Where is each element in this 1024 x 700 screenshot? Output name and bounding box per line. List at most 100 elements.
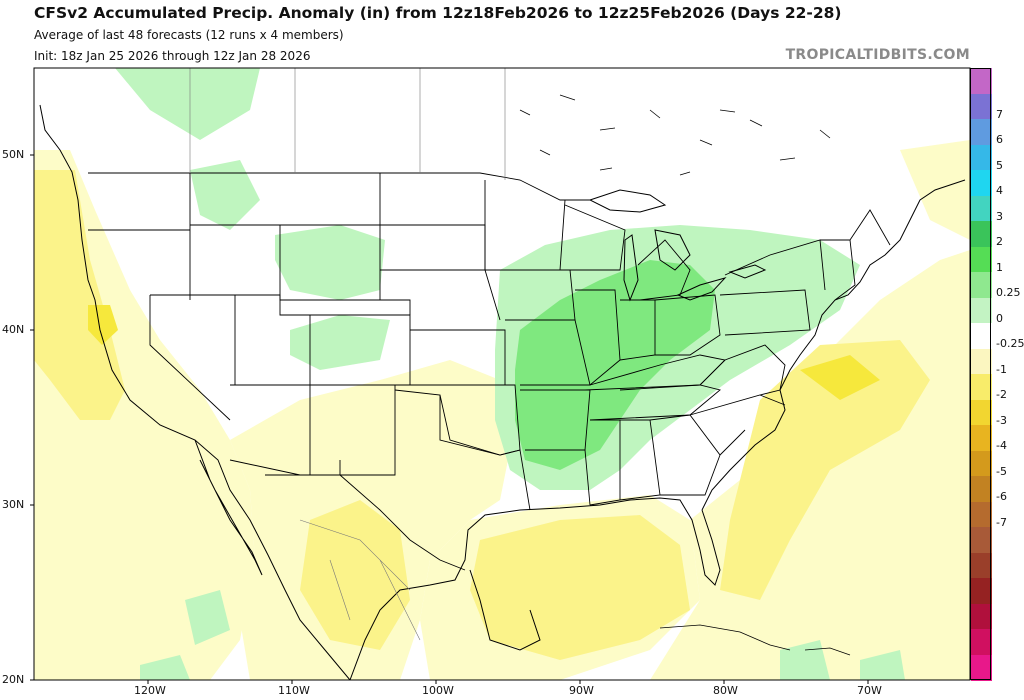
gulf-of-mexico-coast <box>349 497 721 680</box>
colorbar-segment <box>971 552 992 579</box>
cuba-island <box>659 624 791 651</box>
colorbar-tick-label: -4 <box>996 439 1007 452</box>
lat-label-30n: 30N <box>2 498 25 511</box>
islands-and-lakes <box>519 94 851 656</box>
wet-anomaly-fields <box>115 68 905 680</box>
tennessee-border <box>584 384 721 421</box>
colorbar-tick-label: 5 <box>996 158 1003 172</box>
kansas-border <box>410 329 506 385</box>
mexico-state-borders <box>299 519 421 641</box>
map-title: CFSv2 Accumulated Precip. Anomaly (in) f… <box>34 4 842 22</box>
dry-field-atlantic-medium <box>720 340 930 600</box>
baja-peninsula <box>194 439 263 576</box>
dry-field-gulf-medium <box>470 515 690 660</box>
colorbar-tick-label: -7 <box>996 515 1007 529</box>
colorbar-tick-label: 0 <box>996 311 1003 325</box>
init-time-label: Init: 18z Jan 25 2026 through 12z Jan 28… <box>34 49 311 63</box>
province-borders <box>189 68 506 641</box>
colorbar-segment <box>971 450 992 477</box>
lon-label-70w: 70W <box>857 684 882 697</box>
coastlines <box>39 104 966 680</box>
colorbar-tick-label: 1 <box>996 260 1003 274</box>
colorbar-segment <box>971 297 992 324</box>
map-subtitle: Average of last 48 forecasts (12 runs x … <box>34 28 344 42</box>
new-england-border <box>820 209 891 301</box>
mexico-border <box>229 459 466 571</box>
colorbar-segment <box>971 527 992 554</box>
colorbar-segment <box>971 272 992 299</box>
colorbar-segment <box>971 603 992 630</box>
colorbar-tick-label: 0.25 <box>996 286 1021 299</box>
michigan-border <box>637 239 691 301</box>
colorbar-tick-label: 3 <box>996 209 1003 223</box>
colorbar-tick-label: 6 <box>996 133 1003 146</box>
lon-label-110w: 110W <box>278 684 310 697</box>
missouri-border <box>505 319 591 386</box>
colorbar-segment <box>971 144 992 171</box>
new-mexico-border <box>310 384 396 476</box>
hispaniola-island <box>804 647 851 656</box>
wet-field-montana <box>190 160 260 230</box>
colorbar-tick-label: -3 <box>996 413 1007 427</box>
mississippi-border <box>589 419 621 506</box>
wisconsin-border <box>564 204 626 271</box>
colorbar-segment <box>971 68 992 95</box>
pennsylvania-border <box>719 289 811 336</box>
lake-superior <box>588 189 667 213</box>
colorbar-segment <box>971 195 992 222</box>
great-lakes <box>588 189 767 302</box>
lon-label-80w: 80W <box>713 684 738 697</box>
wet-field-pacific <box>140 655 190 680</box>
dry-field-mexico-medium <box>300 500 410 650</box>
colorbar-segment <box>971 221 992 248</box>
lon-label-120w: 120W <box>134 684 166 697</box>
wet-field-caribbean <box>780 640 830 680</box>
new-york-border <box>724 239 826 291</box>
colorbar-segment <box>971 425 992 452</box>
lat-label-20n: 20N <box>2 673 25 686</box>
canadian-lakes <box>519 94 831 176</box>
lake-michigan <box>623 234 639 302</box>
colorbar-tick-label: -6 <box>996 490 1007 503</box>
colorbar-frame <box>970 68 991 680</box>
colorbar-segment <box>971 374 992 401</box>
colorbar-segment <box>971 119 992 146</box>
lat-label-50n: 50N <box>2 148 25 161</box>
lat-ticks <box>30 154 34 681</box>
colorbar-segment <box>971 501 992 528</box>
california-nevada-border <box>149 295 231 421</box>
colorbar-segment <box>971 170 992 197</box>
arizona-border <box>230 384 311 476</box>
wet-field-atlantic-se <box>860 650 905 680</box>
colorbar-tick-label: 7 <box>996 107 1003 121</box>
wet-field-rockies <box>275 225 385 300</box>
colorbar-segment <box>971 399 992 426</box>
wet-field-baja <box>185 590 230 645</box>
louisiana-border <box>525 449 591 506</box>
illinois-border <box>575 289 621 386</box>
lake-erie <box>676 277 727 301</box>
colorbar-segment <box>971 629 992 656</box>
colorbar-tick-label: 4 <box>996 184 1003 197</box>
colorbar-segment <box>971 246 992 273</box>
virginia-border <box>699 344 786 396</box>
colorbar-tick-label: -1 <box>996 362 1007 376</box>
texas-border <box>394 389 531 511</box>
lon-label-90w: 90W <box>569 684 594 697</box>
colorbar-tick-label: -5 <box>996 464 1007 478</box>
lake-ontario <box>728 264 767 279</box>
colorbar-segment <box>971 348 992 375</box>
lon-label-100w: 100W <box>422 684 454 697</box>
site-credit: TROPICALTIDBITS.COM <box>785 47 970 63</box>
indiana-border <box>619 299 656 361</box>
utah-border <box>235 294 311 385</box>
wet-field-ohio-mississippi-medium <box>515 260 715 470</box>
lon-ticks <box>147 680 869 684</box>
dry-field-california-core <box>88 305 118 345</box>
lat-label-40n: 40N <box>2 323 25 336</box>
pacific-coastline <box>39 104 351 680</box>
colorbar-segment <box>971 476 992 503</box>
dry-field-atlantic-core <box>800 355 880 400</box>
state-borders <box>88 172 891 571</box>
